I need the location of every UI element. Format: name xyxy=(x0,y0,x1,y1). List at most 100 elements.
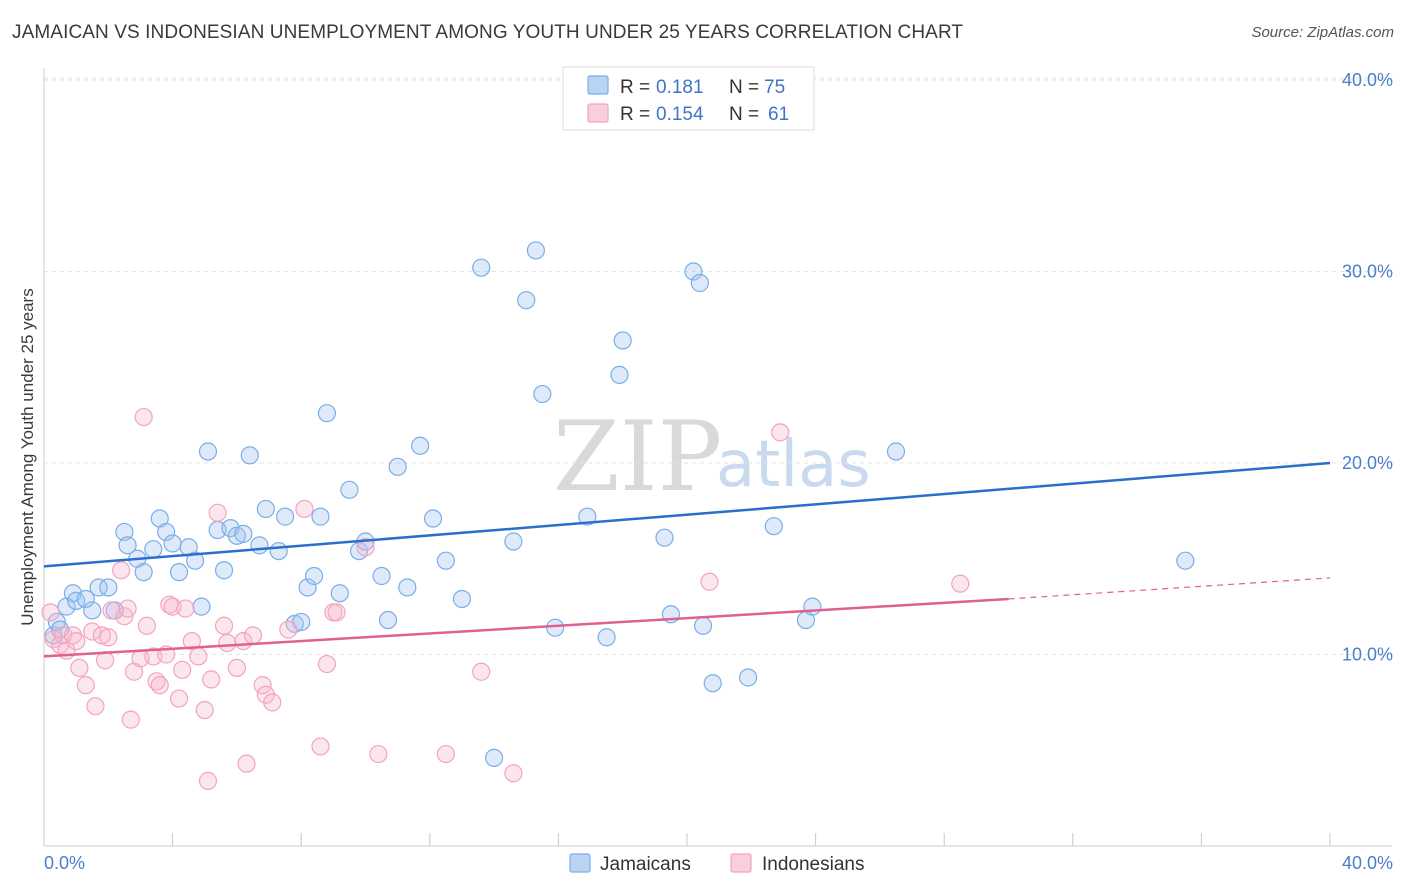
point-indonesian-39 xyxy=(218,633,237,653)
point-jamaican-14 xyxy=(134,563,153,582)
point-jamaican-27 xyxy=(227,526,246,545)
point-indonesian-37 xyxy=(208,503,227,522)
trend-lines xyxy=(43,461,1331,658)
point-jamaican-17 xyxy=(157,522,176,542)
point-jamaican-44 xyxy=(372,566,391,586)
point-indonesian-21 xyxy=(134,407,153,427)
legend-swatch-jamaicans xyxy=(587,75,609,95)
legend-r-label-indonesians: R = xyxy=(620,104,650,125)
point-indonesian-13 xyxy=(99,628,118,647)
watermark: ZIP atlas xyxy=(553,401,871,513)
point-indonesian-8 xyxy=(76,676,95,695)
legend-bottom-swatch-jamaicans xyxy=(569,853,591,873)
point-jamaican-23 xyxy=(198,442,218,461)
point-jamaican-39 xyxy=(317,404,337,423)
x-tick-label-min: 0.0% xyxy=(44,853,85,873)
point-indonesian-29 xyxy=(169,689,189,708)
point-jamaican-45 xyxy=(378,610,398,630)
point-indonesian-44 xyxy=(253,676,272,695)
point-jamaican-59 xyxy=(578,507,597,526)
chart-title: JAMAICAN VS INDONESIAN UNEMPLOYMENT AMON… xyxy=(12,22,964,43)
point-indonesian-43 xyxy=(243,626,263,645)
point-jamaican-37 xyxy=(304,566,324,586)
legend-n-label-jamaicans: N = xyxy=(729,77,759,98)
point-indonesian-15 xyxy=(112,561,131,580)
y-tick-label-10: 10.0% xyxy=(1342,645,1393,665)
point-jamaican-46 xyxy=(388,457,407,476)
point-jamaican-33 xyxy=(276,507,295,526)
point-jamaican-73 xyxy=(886,442,906,461)
point-jamaican-55 xyxy=(517,291,536,310)
point-jamaican-48 xyxy=(411,436,430,455)
point-jamaican-70 xyxy=(764,517,783,536)
point-jamaican-6 xyxy=(76,589,95,609)
point-jamaican-22 xyxy=(192,597,211,616)
point-jamaican-36 xyxy=(298,578,317,597)
point-jamaican-66 xyxy=(690,273,709,293)
y-axis-tick-labels: 10.0% 20.0% 30.0% 40.0% xyxy=(1342,70,1393,665)
point-jamaican-52 xyxy=(472,258,491,277)
point-indonesian-30 xyxy=(173,660,192,679)
point-indonesian-6 xyxy=(67,631,86,651)
point-jamaican-28 xyxy=(234,524,253,543)
point-jamaican-53 xyxy=(485,748,504,768)
point-indonesian-58 xyxy=(700,572,719,591)
source-label: Source: ZipAtlas.com xyxy=(1251,24,1394,41)
point-jamaican-18 xyxy=(163,534,182,553)
point-jamaican-30 xyxy=(250,536,269,555)
point-jamaican-29 xyxy=(240,446,259,465)
point-indonesian-36 xyxy=(202,670,221,689)
series-indonesians xyxy=(41,407,970,790)
legend-bottom-swatch-indonesians xyxy=(730,853,752,873)
point-indonesian-9 xyxy=(83,622,102,641)
legend-r-value-indonesians: 0.154 xyxy=(656,104,704,125)
y-tick-label-30: 30.0% xyxy=(1342,262,1393,282)
point-jamaican-74 xyxy=(1176,551,1195,570)
point-indonesian-11 xyxy=(92,626,111,645)
point-jamaican-65 xyxy=(684,262,703,281)
y-tick-label-40: 40.0% xyxy=(1342,70,1393,90)
legend-bottom: Jamaicans Indonesians xyxy=(569,853,864,875)
y-tick-label-20: 20.0% xyxy=(1342,453,1393,473)
point-indonesian-54 xyxy=(369,744,388,764)
point-indonesian-53 xyxy=(356,538,375,557)
point-jamaican-56 xyxy=(526,241,545,260)
point-jamaican-21 xyxy=(186,551,205,570)
legend-n-value-indonesians: 61 xyxy=(768,104,789,125)
point-indonesian-0 xyxy=(41,603,60,622)
point-indonesian-17 xyxy=(118,599,137,618)
point-indonesian-50 xyxy=(317,654,337,674)
point-jamaican-62 xyxy=(613,331,632,350)
point-jamaican-8 xyxy=(89,578,108,597)
point-indonesian-49 xyxy=(311,737,330,756)
point-jamaican-11 xyxy=(115,522,134,542)
point-jamaican-63 xyxy=(655,528,674,547)
point-jamaican-49 xyxy=(423,509,443,528)
point-indonesian-52 xyxy=(327,603,346,622)
x-axis-ticks xyxy=(43,833,1331,846)
watermark-atlas: atlas xyxy=(716,428,871,502)
watermark-zip: ZIP xyxy=(553,401,722,513)
point-indonesian-38 xyxy=(214,616,234,635)
point-indonesian-46 xyxy=(263,693,282,712)
point-jamaican-67 xyxy=(693,616,713,635)
point-indonesian-59 xyxy=(771,423,790,442)
point-jamaican-12 xyxy=(118,536,137,555)
point-jamaican-68 xyxy=(703,674,722,693)
point-jamaican-41 xyxy=(340,480,359,499)
point-indonesian-57 xyxy=(504,764,523,783)
point-jamaican-40 xyxy=(330,584,349,603)
y-axis-label: Unemployment Among Youth under 25 years xyxy=(18,288,37,625)
legend-bottom-label-jamaicans: Jamaicans xyxy=(600,854,691,875)
legend-r-label-jamaicans: R = xyxy=(620,77,650,98)
point-indonesian-48 xyxy=(295,499,314,519)
trend-line-indonesians xyxy=(43,597,1009,658)
point-indonesian-56 xyxy=(472,662,491,681)
point-jamaican-72 xyxy=(803,597,822,616)
legend-bottom-label-indonesians: Indonesians xyxy=(762,854,864,875)
point-jamaican-15 xyxy=(144,540,163,559)
legend-n-label-indonesians: N = xyxy=(729,104,759,125)
trend-line-jamaicans xyxy=(43,461,1331,568)
point-jamaican-50 xyxy=(436,551,455,570)
